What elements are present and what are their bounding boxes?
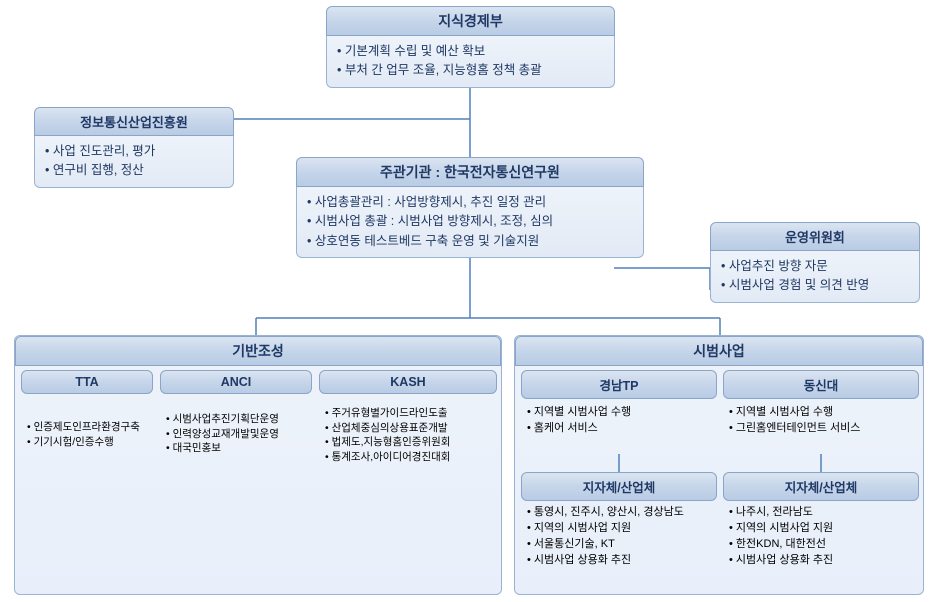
bullet: 법제도,지능형홈인증위원회 xyxy=(325,435,491,450)
node-committee-body: 사업추진 방향 자문 시범사업 경험 및 의견 반영 xyxy=(710,251,920,303)
node-local-1: 지자체/산업체 통영시, 진주시, 양산시, 경상남도 지역의 시범사업 지원 … xyxy=(521,472,717,573)
node-jisik: 지식경제부 기본계획 수립 및 예산 확보 부처 간 업무 조율, 지능형홈 정… xyxy=(326,6,615,88)
node-nipa: 정보통신산업진흥원 사업 진도관리, 평가 연구비 집행, 정산 xyxy=(34,107,234,188)
node-jisik-title: 지식경제부 xyxy=(326,6,615,36)
bullet: 통계조사,아이디어경진대회 xyxy=(325,450,491,465)
node-etri-body: 사업총괄관리 : 사업방향제시, 추진 일정 관리 시범사업 총괄 : 시범사업… xyxy=(296,187,644,258)
bullet: 서울통신기술, KT xyxy=(527,537,711,553)
bullet: 사업 진도관리, 평가 xyxy=(45,142,223,161)
node-dong: 동신대 지역별 시범사업 수행 그린홈엔터테인먼트 서비스 xyxy=(723,370,919,439)
bullet: 지역의 시범사업 지원 xyxy=(729,521,913,537)
node-dong-body: 지역별 시범사업 수행 그린홈엔터테인먼트 서비스 xyxy=(723,399,919,439)
node-committee: 운영위원회 사업추진 방향 자문 시범사업 경험 및 의견 반영 xyxy=(710,222,920,303)
bullet: 그린홈엔터테인먼트 서비스 xyxy=(729,421,913,437)
node-committee-title: 운영위원회 xyxy=(710,222,920,251)
bullet: 지역의 시범사업 지원 xyxy=(527,521,711,537)
bullet: 인증제도인프라환경구축 xyxy=(27,420,147,435)
bullet: 상호연동 테스트베드 구축 운영 및 기술지원 xyxy=(307,232,633,251)
bullet: 기본계획 수립 및 예산 확보 xyxy=(337,42,604,61)
bullet: 한전KDN, 대한전선 xyxy=(729,537,913,553)
node-jisik-body: 기본계획 수립 및 예산 확보 부처 간 업무 조율, 지능형홈 정책 총괄 xyxy=(326,36,615,88)
bullet: 시범사업 상용화 추진 xyxy=(527,553,711,569)
node-tta-body: 인증제도인프라환경구축 기기시험/인증수행 xyxy=(21,394,153,455)
node-local-2-body: 나주시, 전라남도 지역의 시범사업 지원 한전KDN, 대한전선 시범사업 상… xyxy=(723,501,919,573)
bullet: 시범사업 상용화 추진 xyxy=(729,553,913,569)
group-pilot: 시범사업 경남TP 지역별 시범사업 수행 홈케어 서비스 동신대 지역별 시범… xyxy=(514,335,924,595)
bullet: 연구비 집행, 정산 xyxy=(45,161,223,180)
node-gtp: 경남TP 지역별 시범사업 수행 홈케어 서비스 xyxy=(521,370,717,439)
node-dong-title: 동신대 xyxy=(723,370,919,399)
bullet: 부처 간 업무 조율, 지능형홈 정책 총괄 xyxy=(337,61,604,80)
bullet: 대국민홍보 xyxy=(166,441,306,456)
node-nipa-body: 사업 진도관리, 평가 연구비 집행, 정산 xyxy=(34,136,234,188)
bullet: 나주시, 전라남도 xyxy=(729,505,913,521)
node-anci: ANCI 시범사업추진기획단운영 인력양성교재개발및운영 대국민홍보 xyxy=(160,370,312,462)
group-foundation-title: 기반조성 xyxy=(15,336,501,366)
bullet: 홈케어 서비스 xyxy=(527,421,711,437)
bullet: 시범사업추진기획단운영 xyxy=(166,412,306,427)
node-etri-title: 주관기관 : 한국전자통신연구원 xyxy=(296,157,644,187)
bullet: 기기시험/인증수행 xyxy=(27,435,147,450)
node-nipa-title: 정보통신산업진흥원 xyxy=(34,107,234,136)
group-pilot-title: 시범사업 xyxy=(515,336,923,366)
node-kash-title: KASH xyxy=(319,370,497,394)
node-gtp-body: 지역별 시범사업 수행 홈케어 서비스 xyxy=(521,399,717,439)
node-etri: 주관기관 : 한국전자통신연구원 사업총괄관리 : 사업방향제시, 추진 일정 … xyxy=(296,157,644,258)
node-local-1-title: 지자체/산업체 xyxy=(521,472,717,501)
bullet: 주거유형별가이드라인도출 xyxy=(325,406,491,421)
bullet: 지역별 시범사업 수행 xyxy=(729,405,913,421)
bullet: 산업체중심의상용표준개발 xyxy=(325,421,491,436)
node-local-2-title: 지자체/산업체 xyxy=(723,472,919,501)
node-local-2: 지자체/산업체 나주시, 전라남도 지역의 시범사업 지원 한전KDN, 대한전… xyxy=(723,472,919,573)
bullet: 시범사업 총괄 : 시범사업 방향제시, 조정, 심의 xyxy=(307,212,633,231)
node-local-1-body: 통영시, 진주시, 양산시, 경상남도 지역의 시범사업 지원 서울통신기술, … xyxy=(521,501,717,573)
bullet: 사업추진 방향 자문 xyxy=(721,257,909,276)
node-tta: TTA 인증제도인프라환경구축 기기시험/인증수행 xyxy=(21,370,153,455)
node-gtp-title: 경남TP xyxy=(521,370,717,399)
bullet: 사업총괄관리 : 사업방향제시, 추진 일정 관리 xyxy=(307,193,633,212)
node-tta-title: TTA xyxy=(21,370,153,394)
node-anci-body: 시범사업추진기획단운영 인력양성교재개발및운영 대국민홍보 xyxy=(160,394,312,462)
bullet: 통영시, 진주시, 양산시, 경상남도 xyxy=(527,505,711,521)
node-anci-title: ANCI xyxy=(160,370,312,394)
bullet: 시범사업 경험 및 의견 반영 xyxy=(721,276,909,295)
bullet: 인력양성교재개발및운영 xyxy=(166,427,306,442)
node-kash-body: 주거유형별가이드라인도출 산업체중심의상용표준개발 법제도,지능형홈인증위원회 … xyxy=(319,394,497,471)
bullet: 지역별 시범사업 수행 xyxy=(527,405,711,421)
group-foundation: 기반조성 TTA 인증제도인프라환경구축 기기시험/인증수행 ANCI 시범사업… xyxy=(14,335,502,595)
node-kash: KASH 주거유형별가이드라인도출 산업체중심의상용표준개발 법제도,지능형홈인… xyxy=(319,370,497,471)
